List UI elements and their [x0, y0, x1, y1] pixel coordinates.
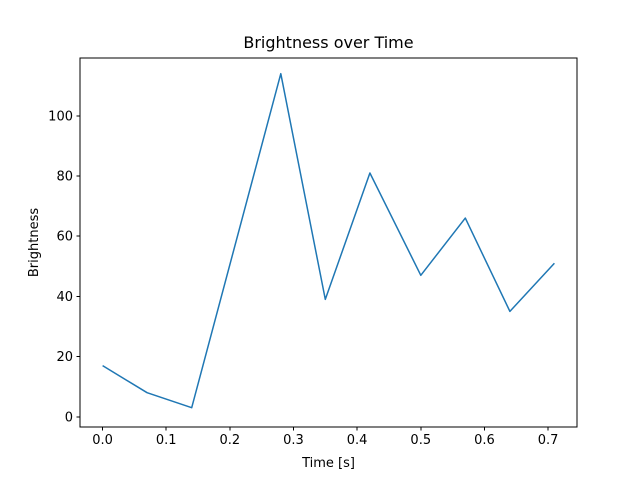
y-tick-label: 0 — [65, 410, 73, 425]
y-tick-label: 100 — [48, 109, 73, 124]
axes-spines — [79, 57, 578, 428]
x-tick-label: 0.0 — [92, 433, 113, 448]
y-axis-label: Brightness — [27, 208, 42, 277]
y-tick-label: 60 — [56, 230, 73, 245]
y-tick-label: 80 — [56, 169, 73, 184]
x-tick-label: 0.1 — [156, 433, 177, 448]
x-tick-label: 0.4 — [347, 433, 368, 448]
x-tick-label: 0.5 — [410, 433, 431, 448]
x-axis-label: Time [s] — [301, 456, 355, 471]
x-tick-label: 0.6 — [474, 433, 495, 448]
x-tick-label: 0.7 — [538, 433, 559, 448]
plot-area: 0.0 0.1 0.2 0.3 0.4 0.5 0.6 0.7 0 20 40 60 80 100 — [48, 57, 578, 448]
chart-title: Brightness over Time — [243, 33, 413, 52]
y-tick-label: 20 — [56, 350, 73, 365]
x-tick-label: 0.2 — [220, 433, 241, 448]
y-tick-label: 40 — [56, 290, 73, 305]
x-tick-label: 0.3 — [283, 433, 304, 448]
brightness-line-series — [102, 72, 555, 409]
